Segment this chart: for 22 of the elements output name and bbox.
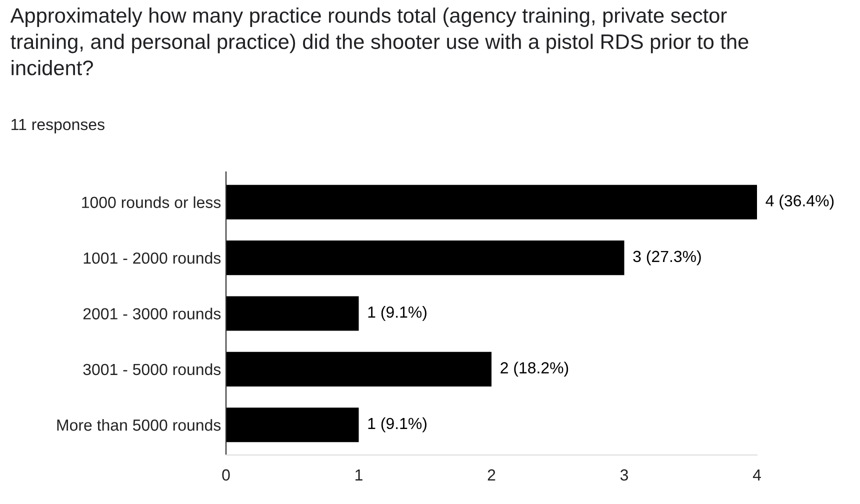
x-tick-label: 1 [356, 469, 362, 480]
bar [226, 352, 492, 386]
data-label: 1 (9.1%) [368, 417, 426, 432]
data-label: 2 (18.2%) [500, 362, 568, 377]
y-tick-label: 3001 - 5000 rounds [83, 363, 221, 376]
x-tick-label: 4 [752, 469, 761, 480]
text: 11 responses [12, 119, 104, 134]
y-tick-label: More than 5000 rounds [57, 419, 221, 431]
chart-title: Approximately how many practice rounds total (agency training, private sector training, and personal practice) did the shooter use with a pistol RDS prior to the incident? [10, 8, 748, 76]
bar [226, 240, 624, 276]
bar [226, 408, 359, 442]
data-label: 3 (27.3%) [633, 250, 701, 266]
data-label: 4 (36.4%) [766, 194, 834, 210]
x-tick-label: 3 [620, 469, 628, 481]
y-tick-label: 2001 - 3000 rounds [83, 308, 221, 320]
bar [226, 296, 359, 331]
bar [226, 184, 757, 220]
data-label: 1 (9.1%) [368, 306, 426, 321]
y-tick-label: 1000 rounds or less [82, 196, 221, 208]
x-tick-label: 0 [222, 469, 230, 481]
y-tick-label: 1001 - 2000 rounds [84, 252, 221, 264]
x-tick-label: 2 [488, 469, 496, 480]
